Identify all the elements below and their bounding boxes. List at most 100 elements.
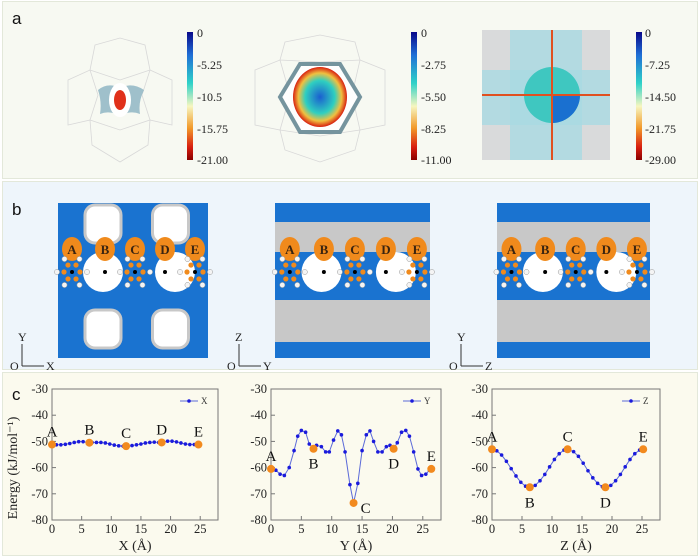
hydrogen-atom — [523, 269, 530, 275]
site-label: A — [285, 242, 295, 257]
data-point — [384, 444, 389, 449]
y-tick-label: -40 — [250, 408, 267, 422]
site-label: B — [525, 495, 535, 511]
hydrogen-atom — [344, 282, 351, 288]
data-point — [411, 450, 416, 454]
data-point — [519, 480, 523, 485]
data-point — [331, 438, 336, 442]
data-point — [287, 465, 292, 470]
site-label: A — [507, 242, 517, 257]
data-point — [356, 481, 360, 486]
data-point — [591, 476, 595, 480]
data-point — [59, 443, 63, 447]
site-center-dot — [509, 270, 514, 274]
y-tick-label: -50 — [471, 434, 488, 448]
site-marker — [157, 438, 166, 447]
colorbar-tick: 0 — [421, 26, 427, 40]
hydrogen-atom — [429, 269, 435, 275]
site-label: D — [160, 242, 169, 257]
hydrogen-atom — [139, 282, 146, 288]
site-marker-circle — [279, 237, 300, 261]
data-point — [76, 439, 81, 444]
hydrogen-atom — [516, 282, 522, 288]
hydrogen-atom — [124, 256, 131, 262]
carbon-atom — [512, 262, 519, 268]
carbon-atom — [422, 269, 428, 275]
hydrogen-atom — [399, 269, 405, 275]
data-point — [307, 442, 312, 446]
plot-frame — [270, 388, 442, 521]
carbon-atom — [630, 276, 636, 282]
site-center-dot — [634, 270, 639, 274]
hydrogen-atom — [139, 256, 146, 262]
data-point — [533, 483, 537, 488]
data-point — [278, 472, 282, 476]
hydrogen-atom — [184, 282, 191, 288]
data-point — [174, 440, 179, 444]
site-marker-circle — [406, 237, 427, 261]
energy-charts: -30-40-50-60-70-800 5 10 15 20 25X (Å)A B C D EX-… — [31, 382, 661, 554]
pore-opening — [596, 252, 637, 292]
site-marker — [488, 445, 496, 454]
hydrogen-atom — [184, 256, 191, 262]
data-point — [323, 450, 328, 454]
carbon-atom — [184, 269, 190, 275]
x-tick-label: 0 — [489, 522, 495, 536]
carbon-atom — [124, 269, 130, 275]
carbon-atom — [291, 276, 297, 282]
site-marker — [389, 444, 398, 453]
colorbar-tick: -15.75 — [197, 122, 228, 136]
pore-opening — [301, 252, 342, 292]
carbon-atom — [577, 276, 583, 282]
site-label: A — [67, 242, 77, 257]
data-point — [399, 430, 404, 435]
data-point — [552, 457, 557, 462]
carbon-atom — [136, 276, 142, 282]
hydrogen-atom — [294, 282, 301, 288]
legend-label: Z — [643, 396, 649, 406]
data-point — [183, 442, 188, 446]
colorbar-tick: -11.00 — [421, 153, 452, 167]
site-marker — [427, 464, 436, 473]
site-marker — [85, 438, 94, 447]
data-point — [419, 473, 424, 478]
y-tick-label: -70 — [471, 487, 488, 501]
site-label: C — [361, 501, 371, 517]
panel-label-a: a — [12, 9, 22, 28]
site-center-dot — [70, 270, 74, 274]
colorbar-tick: 0 — [645, 26, 651, 40]
hydrogen-atom — [61, 256, 68, 262]
structure-views: A B C D E Y O X A B C D E Z O Y A B C D E Y O Z — [10, 203, 655, 373]
hydrogen-atom — [199, 282, 206, 288]
hydrogen-atom — [279, 282, 286, 288]
data-point — [557, 451, 561, 456]
data-point — [581, 461, 585, 465]
y-tick-label: -30 — [471, 382, 488, 396]
colorbar-tick: -7.25 — [645, 58, 670, 72]
site-center-dot — [383, 270, 388, 274]
data-point — [143, 441, 148, 445]
hydrogen-atom — [61, 282, 68, 288]
hydrogen-atom — [76, 282, 83, 288]
hydrogen-atom — [641, 256, 648, 262]
data-point — [514, 474, 518, 478]
data-point — [343, 450, 347, 454]
hydrogen-atom — [337, 269, 343, 275]
hydrogen-atom — [626, 256, 633, 262]
data-point — [576, 454, 581, 459]
x-tick-label: 20 — [164, 522, 177, 536]
hydrogen-atom — [147, 269, 153, 275]
axis-origin-label: O — [449, 359, 458, 373]
legend-marker — [629, 399, 633, 403]
colorbar-tick: -29.00 — [645, 153, 676, 167]
hydrogen-atom — [84, 269, 90, 275]
x-tick-label: 25 — [194, 522, 207, 536]
carbon-atom — [569, 276, 575, 282]
carbon-atom — [581, 269, 587, 275]
site-label: E — [633, 242, 642, 257]
carbon-atom — [504, 262, 511, 268]
site-marker-circle — [344, 237, 365, 261]
site-center-dot — [287, 270, 292, 274]
y-tick-label: -30 — [31, 382, 48, 396]
